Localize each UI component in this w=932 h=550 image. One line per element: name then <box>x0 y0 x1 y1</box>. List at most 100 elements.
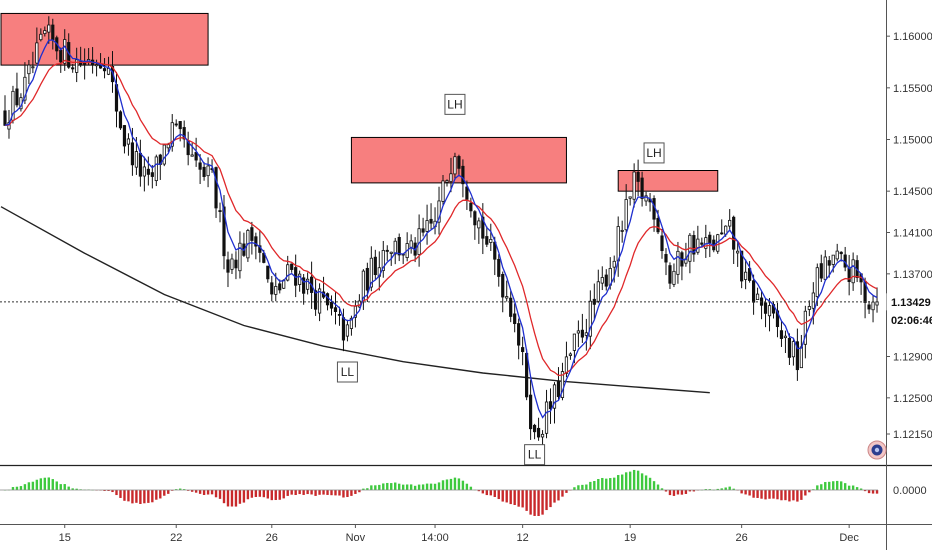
candle <box>521 336 525 366</box>
candle <box>664 248 668 276</box>
candle-body <box>604 274 608 287</box>
histogram-bar <box>832 481 835 490</box>
candle <box>75 47 79 83</box>
histogram-bar <box>692 490 696 492</box>
time-tick-label: 14:00 <box>421 532 449 544</box>
candle-body <box>126 138 131 145</box>
candle <box>505 280 509 302</box>
candle <box>170 114 174 152</box>
histogram-bar <box>863 490 867 492</box>
histogram-bar <box>151 490 154 503</box>
histogram-bar <box>115 490 118 496</box>
histogram-bar <box>226 490 230 507</box>
candle-body <box>728 219 732 227</box>
histogram-bar <box>326 490 329 495</box>
candle-body <box>385 249 389 252</box>
histogram-bar <box>859 488 863 490</box>
histogram-bar <box>398 483 401 490</box>
candle-body <box>811 292 815 309</box>
candle-body <box>23 76 27 101</box>
candle <box>728 209 732 230</box>
candle-body <box>819 263 823 279</box>
candle <box>692 230 696 262</box>
histogram-bar <box>624 472 628 490</box>
countdown-label: 02:06:46 <box>891 315 932 327</box>
candle <box>644 191 648 206</box>
candle-body <box>640 177 644 199</box>
replay-widget-icon[interactable] <box>867 440 887 460</box>
candle <box>676 241 680 284</box>
candle <box>126 133 131 156</box>
candle-body <box>660 235 664 252</box>
price-tick-label: 1.12900 <box>893 352 932 364</box>
candle-body <box>552 384 557 409</box>
histogram-bar <box>429 483 433 490</box>
candle-body <box>298 273 302 285</box>
candle-body <box>620 229 624 232</box>
candle <box>532 423 537 440</box>
candle <box>700 237 704 248</box>
candle <box>624 184 628 233</box>
candle-body <box>457 156 461 169</box>
histogram-bar <box>521 490 524 508</box>
candle <box>226 251 230 288</box>
resistance-zone <box>0 12 209 66</box>
time-axis[interactable]: 15 22 26 Nov 14:00 12 19 26 Dec <box>59 524 860 544</box>
candle <box>529 379 533 440</box>
histogram-bar <box>123 490 126 501</box>
candle-body <box>461 165 465 185</box>
candle <box>501 271 505 313</box>
price-axis[interactable]: 1.16000 1.15500 1.15000 1.14500 1.14100 1.137… <box>886 31 932 441</box>
candle-body <box>556 381 561 398</box>
candle-body <box>39 33 43 41</box>
candle-body <box>548 401 553 410</box>
histogram-bar <box>792 490 795 501</box>
time-tick-label: Dec <box>839 532 859 544</box>
histogram-bar <box>394 482 397 490</box>
swing-label-ll: LL <box>336 361 358 383</box>
candle-body <box>409 240 413 248</box>
candle <box>345 319 350 342</box>
candle <box>43 26 47 37</box>
candle-body <box>540 433 545 438</box>
histogram-bar <box>234 490 238 507</box>
candle-body <box>536 427 541 438</box>
histogram-bar <box>601 477 604 490</box>
candle-body <box>441 180 445 202</box>
candle-body <box>381 250 385 271</box>
candle <box>421 217 425 237</box>
candle-body <box>867 304 871 310</box>
candle-body <box>206 165 210 177</box>
candle <box>270 275 274 302</box>
candle-body <box>827 260 831 266</box>
candle <box>867 300 871 314</box>
swing-annotations: LH LH LL LL <box>336 93 665 466</box>
candle-body <box>831 254 835 265</box>
candle <box>385 245 389 261</box>
candle-body <box>325 293 330 306</box>
histogram-bar <box>274 490 277 501</box>
histogram-bar <box>449 478 453 490</box>
histogram-bar <box>210 490 214 495</box>
candle-body <box>150 172 154 177</box>
candle <box>102 58 107 79</box>
candle-body <box>254 236 258 247</box>
candle-body <box>509 297 513 317</box>
histogram-bar <box>756 490 759 498</box>
candlestick-series <box>3 16 879 452</box>
candle <box>564 341 569 378</box>
candle <box>791 339 796 366</box>
time-tick-label: 12 <box>517 532 529 544</box>
candle-body <box>306 278 310 290</box>
histogram-bar <box>684 490 688 494</box>
candle <box>556 367 561 401</box>
histogram-bar <box>493 490 496 497</box>
swing-label-lh: LH <box>444 93 466 115</box>
candle-body <box>349 317 354 329</box>
candle <box>286 255 290 282</box>
candle-body <box>600 277 604 284</box>
histogram-bar <box>772 490 775 499</box>
histogram-bar <box>875 490 879 494</box>
candle-body <box>736 250 740 254</box>
